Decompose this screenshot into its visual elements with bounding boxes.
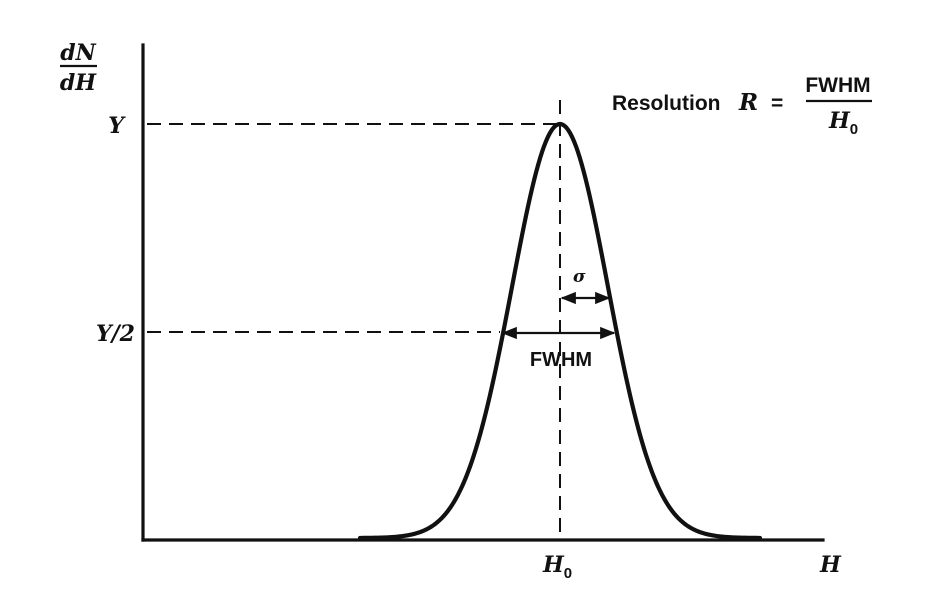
formula-denominator-subscript: 0 [850,121,858,138]
x-axis-label: H [819,552,842,578]
peak-position-label: H0 [542,552,572,582]
peak-position-subscript: 0 [564,565,572,582]
formula-symbol: R [738,89,758,116]
formula-numerator: FWHM [805,74,870,97]
y-axis-label-numerator: dN [60,40,96,66]
half-max-level-label: Y/2 [96,321,135,347]
formula-equals: = [771,92,783,115]
gaussian-peak-curve [357,121,763,541]
formula-denominator: H0 [828,108,858,138]
formula-prefix: Resolution [612,92,721,115]
y-axis-label-denominator: dH [60,70,97,96]
sigma-label: σ [573,267,586,287]
peak-level-label: Y [108,113,126,139]
fwhm-label: FWHM [530,349,592,371]
